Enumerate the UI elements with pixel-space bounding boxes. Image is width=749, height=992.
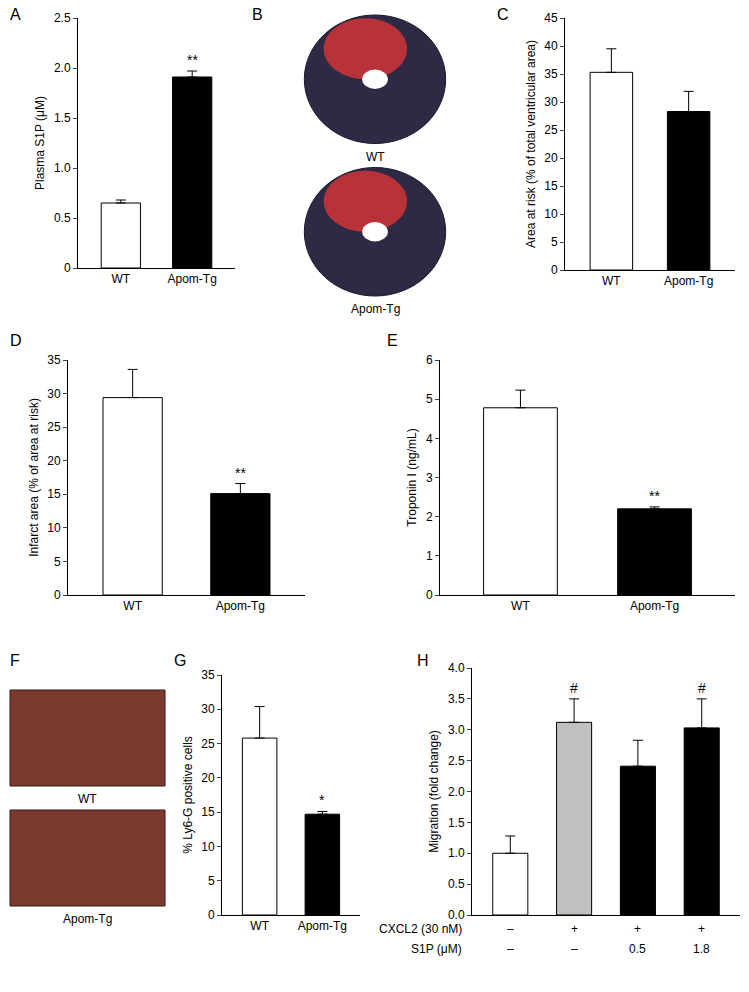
svg-text:10: 10: [201, 840, 215, 854]
svg-text:A: A: [10, 6, 21, 23]
svg-text:5: 5: [54, 555, 61, 569]
svg-text:5: 5: [551, 235, 558, 249]
svg-text:2.0: 2.0: [448, 785, 465, 799]
svg-text:35: 35: [544, 67, 558, 81]
svg-text:45: 45: [544, 11, 558, 25]
svg-text:–: –: [507, 942, 514, 956]
svg-text:WT: WT: [123, 599, 142, 613]
svg-text:0.0: 0.0: [448, 908, 465, 922]
svg-text:0: 0: [551, 263, 558, 277]
svg-text:15: 15: [47, 487, 61, 501]
svg-text:Plasma S1P (μM): Plasma S1P (μM): [33, 96, 47, 190]
svg-text:0: 0: [54, 588, 61, 602]
svg-text:0.5: 0.5: [448, 877, 465, 891]
svg-text:2.5: 2.5: [448, 754, 465, 768]
svg-text:30: 30: [47, 387, 61, 401]
svg-text:1.0: 1.0: [54, 161, 71, 175]
svg-text:Apom-Tg: Apom-Tg: [351, 302, 400, 316]
svg-text:20: 20: [544, 151, 558, 165]
svg-text:+: +: [571, 922, 578, 936]
svg-text:15: 15: [544, 179, 558, 193]
svg-text:20: 20: [47, 454, 61, 468]
svg-text:Apom-Tg: Apom-Tg: [664, 274, 713, 288]
svg-text:20: 20: [201, 771, 215, 785]
svg-text:H: H: [417, 652, 429, 669]
svg-text:Apom-Tg: Apom-Tg: [63, 912, 112, 926]
svg-text:1.5: 1.5: [448, 816, 465, 830]
svg-text:G: G: [174, 652, 186, 669]
svg-text:35: 35: [47, 353, 61, 367]
svg-text:30: 30: [544, 95, 558, 109]
svg-text:+: +: [634, 922, 641, 936]
svg-text:0: 0: [208, 908, 215, 922]
svg-text:% Ly6-G positive cells: % Ly6-G positive cells: [181, 736, 195, 854]
svg-text:0.5: 0.5: [629, 942, 646, 956]
svg-text:4: 4: [426, 432, 433, 446]
svg-text:+: +: [698, 922, 705, 936]
svg-text:Apom-Tg: Apom-Tg: [216, 599, 265, 613]
svg-text:1.0: 1.0: [448, 846, 465, 860]
svg-text:5: 5: [426, 392, 433, 406]
svg-text:35: 35: [201, 668, 215, 682]
svg-text:0.5: 0.5: [54, 211, 71, 225]
svg-text:E: E: [387, 332, 398, 349]
svg-text:#: #: [698, 680, 706, 696]
svg-text:Apom-Tg: Apom-Tg: [168, 272, 217, 286]
svg-text:15: 15: [201, 805, 215, 819]
svg-text:2.0: 2.0: [54, 61, 71, 75]
svg-text:*: *: [319, 792, 325, 808]
svg-text:3: 3: [426, 471, 433, 485]
svg-text:–: –: [571, 942, 578, 956]
svg-text:0: 0: [426, 588, 433, 602]
svg-text:2.5: 2.5: [54, 11, 71, 25]
svg-text:6: 6: [426, 353, 433, 367]
svg-text:Apom-Tg: Apom-Tg: [298, 919, 347, 933]
svg-text:WT: WT: [78, 792, 97, 806]
svg-text:F: F: [10, 652, 20, 669]
svg-text:–: –: [507, 922, 514, 936]
svg-text:S1P (μM): S1P (μM): [411, 942, 462, 956]
svg-text:WT: WT: [250, 919, 269, 933]
svg-text:WT: WT: [111, 272, 130, 286]
svg-text:25: 25: [544, 123, 558, 137]
svg-text:1.5: 1.5: [54, 111, 71, 125]
svg-text:10: 10: [47, 521, 61, 535]
svg-text:40: 40: [544, 39, 558, 53]
svg-text:25: 25: [47, 420, 61, 434]
svg-text:C: C: [497, 6, 509, 23]
svg-text:Infarct area (% of area at ris: Infarct area (% of area at risk): [27, 398, 41, 557]
svg-text:WT: WT: [602, 274, 621, 288]
svg-text:**: **: [649, 488, 660, 504]
svg-text:Troponin I (ng/mL): Troponin I (ng/mL): [405, 428, 419, 526]
svg-text:5: 5: [208, 874, 215, 888]
svg-text:**: **: [187, 52, 198, 68]
svg-text:3.0: 3.0: [448, 723, 465, 737]
svg-text:WT: WT: [366, 150, 385, 164]
svg-text:4.0: 4.0: [448, 661, 465, 675]
svg-text:Migration (fold change): Migration (fold change): [427, 730, 441, 853]
svg-text:10: 10: [544, 207, 558, 221]
svg-text:**: **: [235, 465, 246, 481]
svg-text:25: 25: [201, 737, 215, 751]
svg-text:Apom-Tg: Apom-Tg: [630, 599, 679, 613]
svg-text:Area at risk (% of total ventr: Area at risk (% of total ventricular are…: [524, 40, 538, 248]
svg-text:B: B: [252, 6, 263, 23]
svg-text:#: #: [570, 680, 578, 696]
svg-text:0: 0: [64, 261, 71, 275]
svg-text:3.5: 3.5: [448, 692, 465, 706]
svg-text:1.8: 1.8: [693, 942, 710, 956]
svg-text:D: D: [10, 332, 22, 349]
svg-text:WT: WT: [511, 599, 530, 613]
svg-text:30: 30: [201, 702, 215, 716]
svg-text:CXCL2 (30 nM): CXCL2 (30 nM): [379, 922, 462, 936]
svg-text:1: 1: [426, 549, 433, 563]
svg-text:2: 2: [426, 510, 433, 524]
